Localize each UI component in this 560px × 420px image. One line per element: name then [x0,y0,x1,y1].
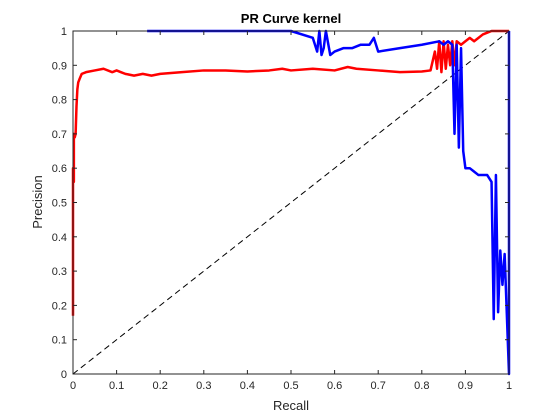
y-tick-label: 0 [61,369,67,381]
x-tick-label: 0.6 [327,380,342,392]
chart-title: PR Curve kernel [241,11,341,26]
x-tick-label: 0.7 [371,380,386,392]
y-tick-label: 0.2 [52,300,67,312]
x-tick-label: 0.9 [458,380,473,392]
x-tick-label: 0.4 [240,380,255,392]
x-tick-label: 0.2 [153,380,168,392]
y-axis-label: Precision [30,175,45,228]
series-line-red [71,29,509,316]
x-tick-label: 0.3 [196,380,211,392]
x-tick-label: 0.5 [283,380,298,392]
x-tick-label: 0.8 [414,380,429,392]
y-tick-label: 0.9 [52,60,67,72]
y-tick-label: 0.1 [52,335,67,347]
x-tick-label: 0.1 [109,380,124,392]
y-tick-label: 1 [61,26,67,38]
y-tick-label: 0.4 [52,232,67,244]
axis-ticks: 0 0.1 0.2 0.3 0.4 0.5 0.6 0.7 0.8 0.9 1 0 0.1 0.2 0.3 0… [52,26,512,392]
y-tick-label: 0.6 [52,163,67,175]
series-line-blue [147,29,511,376]
y-tick-label: 0.3 [52,266,67,278]
diagonal-reference-line [72,30,510,375]
axes-frame [72,30,510,375]
plot-area [71,29,511,376]
y-tick-label: 0.7 [52,129,67,141]
x-tick-label: 1 [506,380,512,392]
x-tick-label: 0 [70,380,76,392]
y-tick-label: 0.5 [52,198,67,210]
x-axis-label: Recall [273,398,309,413]
y-tick-label: 0.8 [52,95,67,107]
